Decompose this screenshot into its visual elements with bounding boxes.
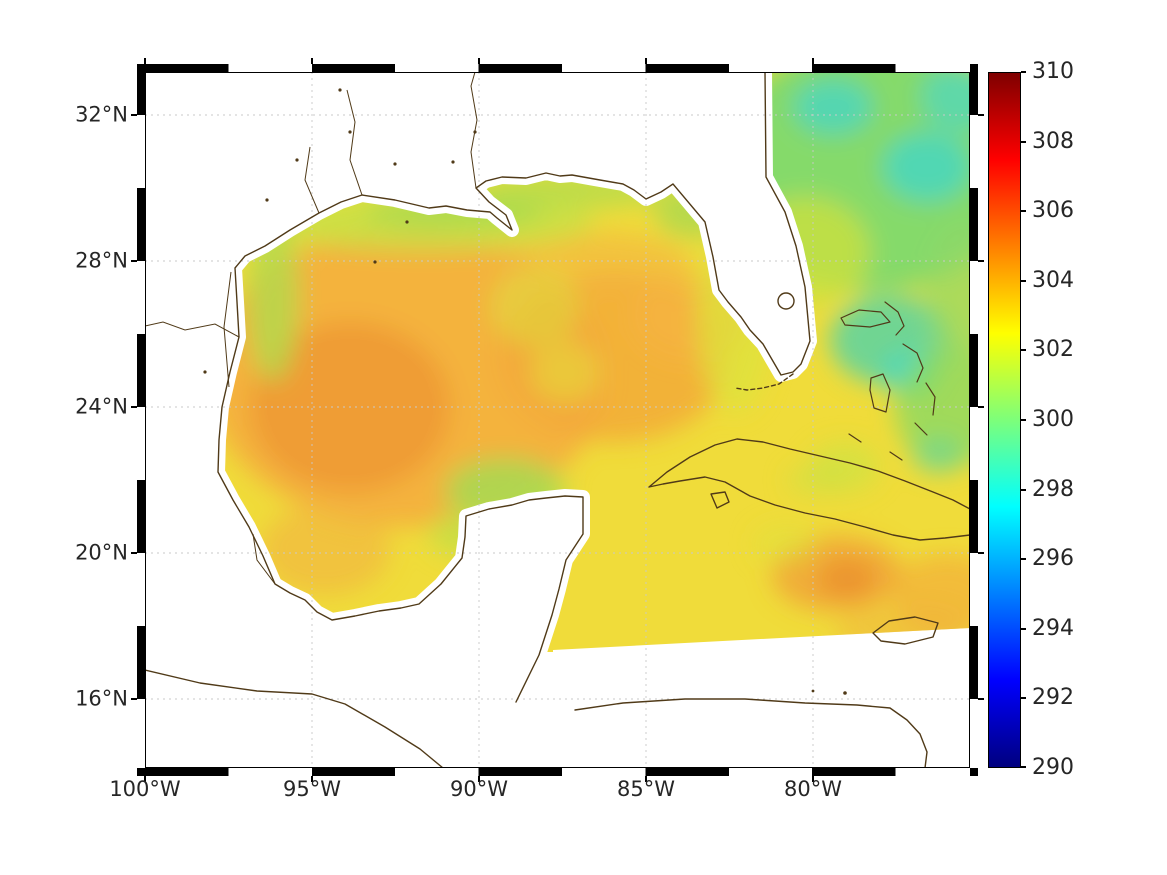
pacific-coastline <box>145 669 444 768</box>
colorbar-tick <box>1021 697 1026 699</box>
graticule-gridlines <box>145 72 970 768</box>
colorbar-tick <box>1021 141 1026 143</box>
x-tick-label: 80°W <box>784 777 842 801</box>
x-axis-tick <box>812 776 814 782</box>
colorbar-tick-label: 302 <box>1032 337 1074 362</box>
x-axis-tick <box>311 776 313 782</box>
frame-strip-right <box>970 72 978 768</box>
colorbar-tick-label: 304 <box>1032 268 1074 293</box>
y-axis-tick <box>131 406 137 408</box>
colorbar-tick-label: 310 <box>1032 59 1074 84</box>
cuba-outline <box>648 438 970 541</box>
gulf-coastline <box>217 72 811 703</box>
land-mask <box>145 72 810 712</box>
colorbar-tick <box>1021 349 1026 351</box>
rivers-and-lakes <box>145 72 847 695</box>
y-axis-tick <box>131 114 137 116</box>
colorbar-tick <box>1021 419 1026 421</box>
colorbar-tick <box>1021 628 1026 630</box>
frame-strip-top <box>145 64 970 72</box>
y-tick-label: 24°N <box>75 394 128 419</box>
florida-keys <box>734 373 794 391</box>
colorbar-tick <box>1021 280 1026 282</box>
x-axis-tick <box>478 776 480 782</box>
y-axis-tick <box>978 698 984 700</box>
x-tick-label: 100°W <box>109 777 181 801</box>
frame-corner <box>137 768 145 776</box>
y-axis-tick <box>978 114 984 116</box>
colorbar-tick-label: 298 <box>1032 477 1074 502</box>
colorbar-tick-label: 300 <box>1032 407 1074 432</box>
x-axis-tick <box>645 776 647 782</box>
coastlines <box>145 72 970 768</box>
colorbar-tick-label: 290 <box>1032 755 1074 780</box>
y-tick-label: 28°N <box>75 248 128 273</box>
x-axis-tick <box>812 58 814 64</box>
y-axis-tick <box>131 260 137 262</box>
map-frame-inner <box>145 72 970 768</box>
y-axis-tick <box>131 698 137 700</box>
y-tick-label: 16°N <box>75 686 128 711</box>
x-axis-tick <box>645 58 647 64</box>
y-axis-tick <box>978 260 984 262</box>
colorbar-tick <box>1021 71 1026 73</box>
bahamas-outlines <box>840 301 936 461</box>
y-axis-tick <box>131 552 137 554</box>
lake-okeechobee <box>777 292 795 310</box>
frame-corner <box>970 768 978 776</box>
map-plot-svg <box>145 72 970 768</box>
honduras-coastline <box>574 698 928 768</box>
y-tick-label: 20°N <box>75 540 128 565</box>
x-axis-tick <box>311 58 313 64</box>
y-tick-label: 32°N <box>75 102 128 127</box>
x-tick-label: 95°W <box>283 777 341 801</box>
y-axis-tick <box>978 406 984 408</box>
jamaica-outline <box>872 616 939 645</box>
colorbar-tick <box>1021 210 1026 212</box>
colorbar-tick-label: 296 <box>1032 546 1074 571</box>
colorbar-tick-label: 306 <box>1032 198 1074 223</box>
x-axis-tick <box>144 58 146 64</box>
colorbar-tick-label: 292 <box>1032 685 1074 710</box>
colorbar <box>988 72 1021 768</box>
colorbar-tick-label: 308 <box>1032 129 1074 154</box>
frame-strip-left <box>137 72 145 768</box>
isle-of-youth-outline <box>710 491 730 509</box>
y-axis-tick <box>978 552 984 554</box>
x-tick-label: 85°W <box>617 777 675 801</box>
colorbar-tick-label: 294 <box>1032 616 1074 641</box>
x-axis-tick <box>144 776 146 782</box>
frame-strip-bottom <box>145 768 970 776</box>
colorbar-tick <box>1021 489 1026 491</box>
x-tick-label: 90°W <box>450 777 508 801</box>
colorbar-tick <box>1021 558 1026 560</box>
x-axis-tick <box>478 58 480 64</box>
frame-corner <box>137 64 145 72</box>
frame-corner <box>970 64 978 72</box>
colorbar-tick <box>1021 766 1026 768</box>
